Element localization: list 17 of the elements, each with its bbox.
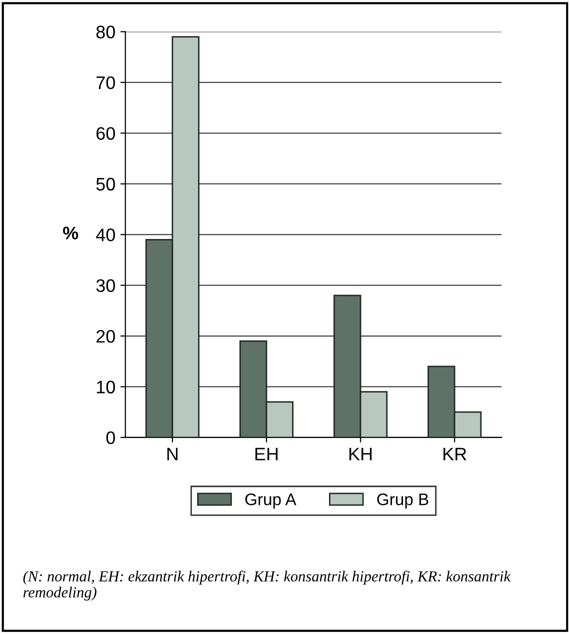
x-tick-label: KH [349, 448, 372, 460]
y-tick-label: 0 [106, 431, 115, 444]
y-axis-title: % [63, 226, 78, 240]
text: (N: normal, EH: ekzantrik hipertrofi, KH: konsantrik hipertrofi, KR: konsantrik remodeling) [23, 570, 511, 601]
y-tick-label: 70 [96, 76, 115, 90]
x-tick-label: EH [255, 448, 278, 460]
legend-label: Grup B [377, 493, 428, 509]
y-tick-label: 10 [96, 380, 115, 394]
y-tick-label: 60 [96, 127, 115, 140]
x-tick-label: KR [444, 448, 466, 460]
y-tick-label: 50 [96, 178, 115, 191]
x-tick-label: N [167, 448, 178, 460]
y-tick-label: 20 [96, 330, 115, 343]
y-tick-label: 40 [96, 228, 115, 242]
y-tick-label: 80 [96, 26, 115, 38]
y-tick-label: 30 [96, 279, 115, 292]
legend-label: Grup A [245, 493, 296, 509]
